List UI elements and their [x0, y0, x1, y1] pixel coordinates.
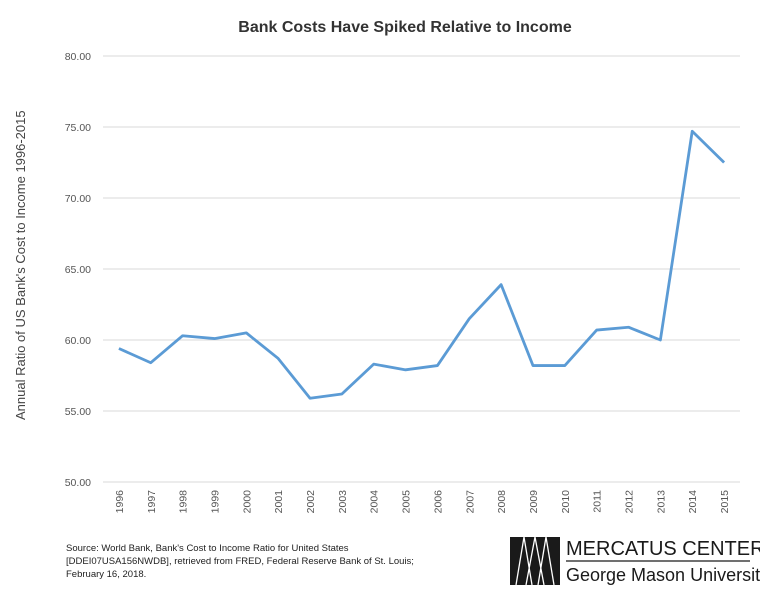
- x-tick-label: 2015: [719, 490, 731, 514]
- mercatus-logo: MERCATUS CENTER George Mason University: [510, 536, 760, 586]
- x-tick-label: 2003: [337, 490, 349, 514]
- x-tick-label: 1999: [209, 490, 221, 514]
- plot-area: 50.00 55.00 60.00 65.00 70.00 75.00 80.00 1996 1…: [65, 51, 740, 514]
- source-note: Source: World Bank, Bank's Cost to Incom…: [66, 542, 436, 581]
- source-line: February 16, 2018.: [66, 569, 147, 580]
- x-tick-label: 2009: [528, 490, 540, 514]
- x-tick-label: 2005: [401, 490, 413, 514]
- y-tick-label: 80.00: [65, 51, 91, 63]
- x-tick-label: 2006: [432, 490, 444, 514]
- x-tick-label: 2013: [655, 490, 667, 514]
- x-tick-label: 2007: [464, 490, 476, 514]
- y-tick-label: 60.00: [65, 335, 91, 347]
- x-tick-label: 2000: [241, 490, 253, 514]
- y-tick-label: 75.00: [65, 122, 91, 134]
- x-tick-label: 2002: [305, 490, 317, 514]
- x-tick-label: 1998: [178, 490, 190, 514]
- y-tick-label: 50.00: [65, 477, 91, 489]
- x-tick-label: 2001: [273, 490, 285, 514]
- logo-name: MERCATUS CENTER: [566, 538, 760, 560]
- x-tick-label: 2010: [560, 490, 572, 514]
- y-tick-label: 55.00: [65, 406, 91, 418]
- y-tick-label: 65.00: [65, 264, 91, 276]
- x-tick-label: 2008: [496, 490, 508, 514]
- source-line: Source: World Bank, Bank's Cost to Incom…: [66, 543, 349, 554]
- source-line: [DDEI07USA156NWDB], retrieved from FRED,…: [66, 556, 414, 567]
- x-tick-label: 1996: [114, 490, 126, 514]
- x-tick-label: 2014: [687, 490, 699, 514]
- chart-title: Bank Costs Have Spiked Relative to Incom…: [238, 19, 572, 36]
- series-line: [118, 129, 726, 400]
- x-tick-label: 2004: [369, 490, 381, 514]
- x-tick-label: 1997: [146, 490, 158, 514]
- y-tick-label: 70.00: [65, 193, 91, 205]
- x-tick-label: 2012: [624, 490, 636, 514]
- x-tick-label: 2011: [592, 490, 604, 513]
- logo-sub: George Mason University: [566, 565, 760, 585]
